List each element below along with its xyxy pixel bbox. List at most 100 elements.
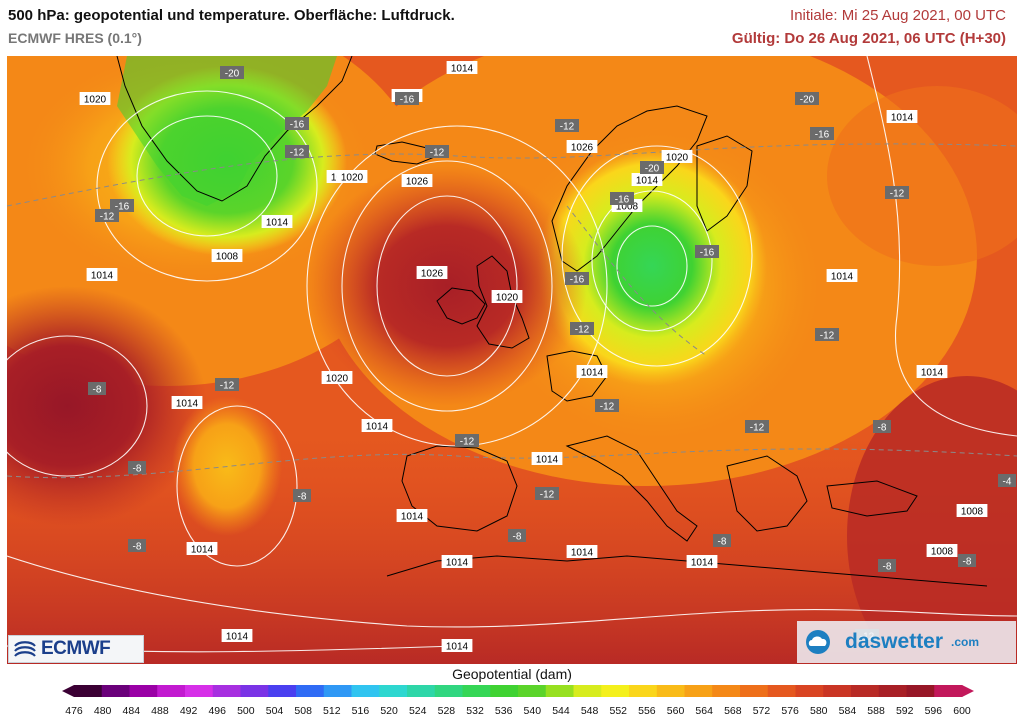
svg-text:1008: 1008 [216,252,239,263]
isobar-east [866,56,1017,437]
svg-text:-12: -12 [100,212,115,223]
field-uk-high [307,166,587,406]
svg-text:-8: -8 [878,423,887,434]
isobar-uk-1020 [341,160,553,412]
colorbar-tick-label: 480 [94,705,112,717]
colorbar-swatch [601,685,630,697]
colorbar-tick-label: 564 [695,705,713,717]
svg-text:-8: -8 [718,537,727,548]
colorbar-swatch [379,685,408,697]
temperature-label: -8 [128,539,146,553]
iceland-coast [374,141,438,165]
field-scandinavia-low [537,146,767,386]
isobar-greenland-1014 [96,90,318,282]
colorbar-swatch [296,685,325,697]
temperature-label: -8 [873,420,891,434]
svg-text:1014: 1014 [366,422,389,433]
temperature-label: -8 [958,554,976,568]
svg-text:-12: -12 [290,148,305,159]
greenland-landmass [117,56,337,206]
daswetter-logo-text: daswetter [845,630,944,653]
temperature-label: -12 [885,186,909,200]
isobar-atlantic-1026 [7,335,148,477]
svg-text:-12: -12 [575,325,590,336]
colorbar-tick-label: 576 [781,705,799,717]
weather-map[interactable]: 1014 1020 1014 1020 1014 1008 1026 1026 1020 1020… [7,56,1017,664]
colorbar-tick-label: 592 [896,705,914,717]
colorbar-swatch [212,685,241,697]
svg-text:1014: 1014 [446,558,469,569]
temperature-label: -8 [713,534,731,548]
temperature-label: -12 [570,322,594,336]
ecmwf-logo[interactable]: ECMWF [8,635,144,663]
temperature-label: -12 [535,487,559,501]
isobar-scand-1008 [616,225,688,307]
temperature-label: -12 [745,420,769,434]
colorbar-swatch [573,685,602,697]
valid-time: Gültig: Do 26 Aug 2021, 06 UTC (H+30) [731,30,1006,47]
balkans-coast [726,455,808,532]
svg-text:1014: 1014 [636,176,659,187]
svg-text:1008: 1008 [616,202,639,213]
svg-text:1014: 1014 [91,271,114,282]
pressure-label: 1014 [566,545,598,559]
pressure-label: 1014 [441,639,473,653]
svg-text:-20: -20 [225,69,240,80]
field-russia [827,86,1017,266]
turkey-coast [826,480,918,517]
colorbar-tick-label: 600 [953,705,971,717]
colorbar-min-arrow [62,685,74,697]
svg-text:-16: -16 [115,202,130,213]
temperature-label: -8 [293,489,311,503]
svg-text:-12: -12 [220,381,235,392]
pressure-label: 1020 [491,290,523,304]
svg-text:-16: -16 [290,120,305,131]
svg-text:1020: 1020 [496,293,519,304]
pressure-label: 1014 [446,61,478,75]
temperature-label: -12 [595,399,619,413]
svg-text:-8: -8 [93,385,102,396]
pressure-label: 1026 [416,266,448,280]
colorbar-swatch [434,685,463,697]
daswetter-logo[interactable]: daswetter .com [797,621,1016,663]
britain-coast [476,255,530,349]
pressure-label: 1008 [211,249,243,263]
svg-text:-12: -12 [560,122,575,133]
colorbar-tick-label: 476 [65,705,83,717]
svg-text:-16: -16 [400,95,415,106]
colorbar-tick-label: 484 [123,705,141,717]
pressure-label: 1008 [956,504,988,518]
map-title: 500 hPa: geopotential und temperature. O… [8,7,455,24]
temperature-label: -16 [610,192,634,206]
svg-text:1008: 1008 [931,547,954,558]
colorbar-tick-label: 496 [208,705,226,717]
svg-text:1014: 1014 [401,512,424,523]
colorbar-tick-label: 544 [552,705,570,717]
colorbar-tick-label: 508 [294,705,312,717]
colorbar-max-arrow [962,685,974,697]
colorbar-tick-label: 536 [495,705,513,717]
colorbar-swatch [656,685,685,697]
colorbar-swatch [684,685,713,697]
pressure-label: 1026 [566,140,598,154]
model-name: ECMWF HRES (0.1°) [8,30,142,46]
map-canvas: 1014 1020 1014 1020 1014 1008 1026 1026 1020 1020… [7,56,1017,664]
svg-text:1014: 1014 [191,545,214,556]
isotherm-mid [7,448,1017,479]
colorbar-tick-label: 528 [438,705,456,717]
temperature-label: -16 [110,199,134,213]
colorbar-tick-label: 520 [380,705,398,717]
italy-coast [565,435,698,542]
colorbar-tick-label: 588 [867,705,885,717]
colorbar-tick-label: 492 [180,705,198,717]
svg-text:-8: -8 [298,492,307,503]
colorbar-swatch [795,685,824,697]
colorbar-swatch [934,685,963,697]
isobars [7,56,1017,653]
svg-text:1026: 1026 [571,143,594,154]
temperature-label: -16 [285,117,309,131]
colorbar-swatch [878,685,907,697]
temperature-label: -12 [95,209,119,223]
colorbar-tick-label: 552 [609,705,627,717]
pressure-label: 1014 [361,419,393,433]
